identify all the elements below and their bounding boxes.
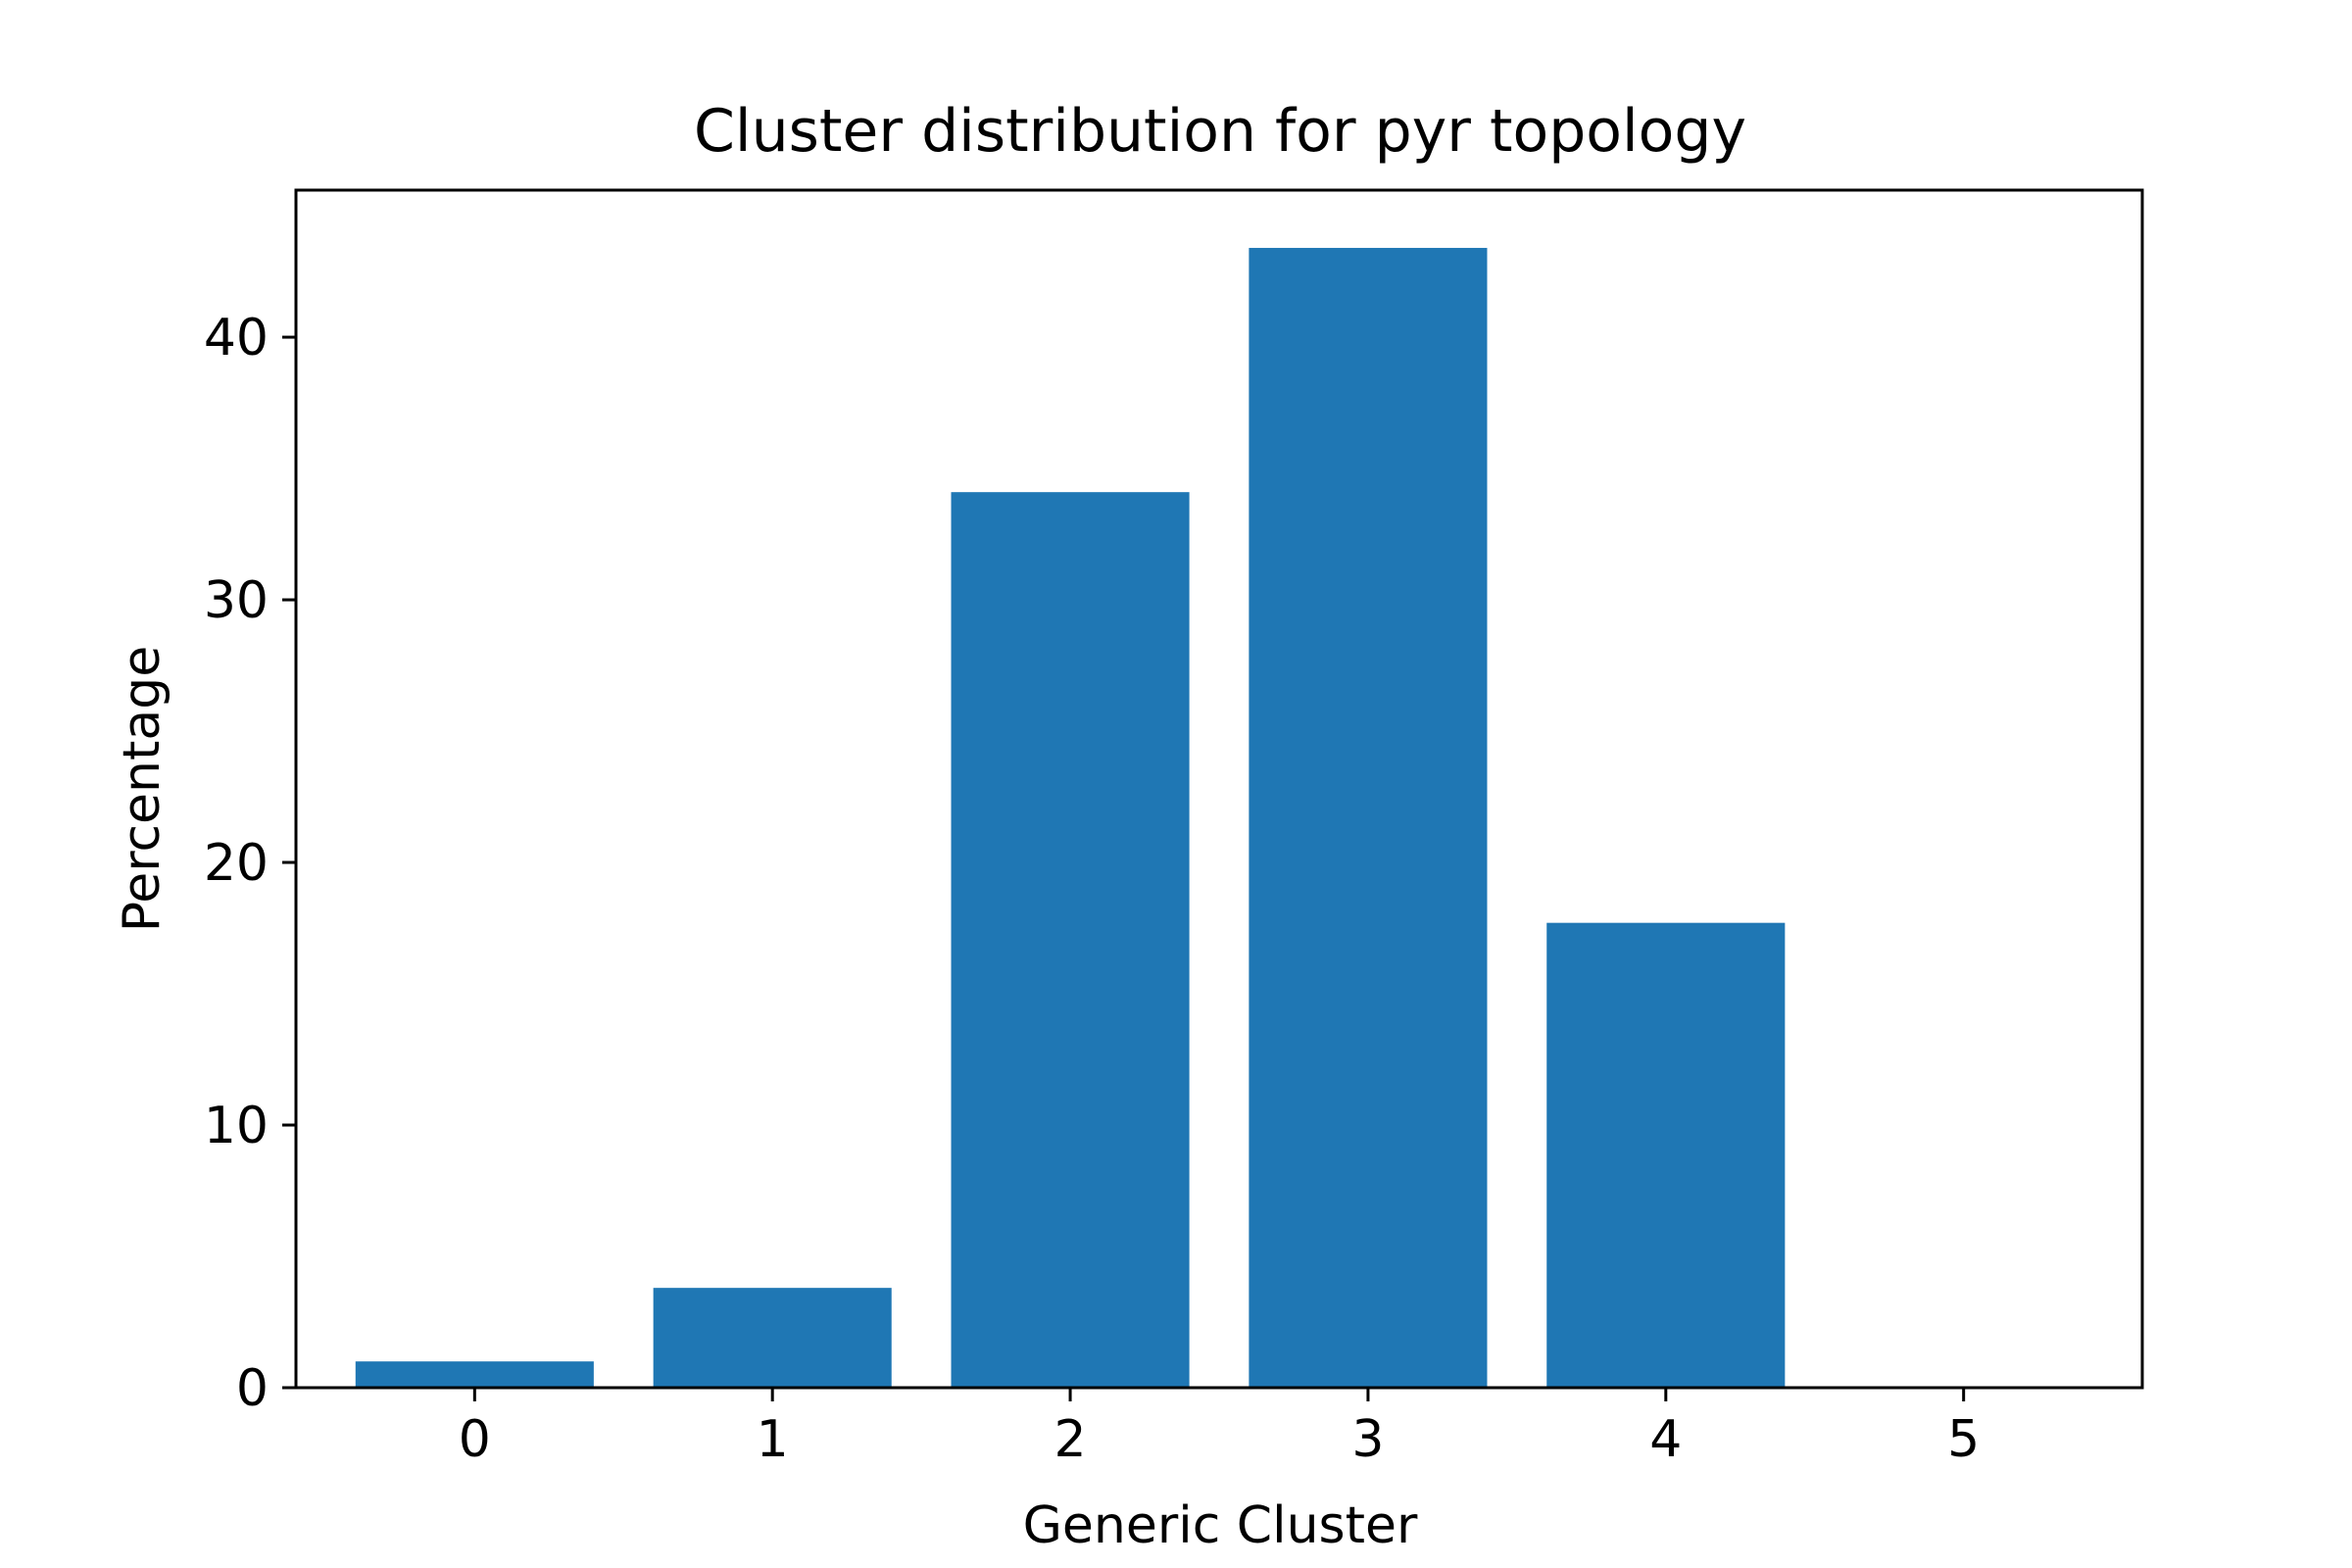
y-axis-ticks: 0 10 20 30 40 — [204, 309, 296, 1418]
y-tick-label-40: 40 — [204, 309, 269, 368]
bar-0 — [355, 1361, 594, 1388]
y-axis-label: Percentage — [113, 646, 172, 933]
x-axis-label: Generic Cluster — [1023, 1496, 1418, 1555]
y-tick-label-20: 20 — [204, 834, 269, 893]
x-tick-label-4: 4 — [1649, 1410, 1682, 1469]
x-tick-label-1: 1 — [757, 1410, 789, 1469]
y-tick-label-0: 0 — [236, 1359, 269, 1418]
chart-title: Cluster distribution for pyr topology — [694, 97, 1746, 166]
x-tick-label-2: 2 — [1054, 1410, 1087, 1469]
bars-group — [355, 247, 1786, 1388]
bar-2 — [951, 492, 1190, 1388]
x-tick-label-5: 5 — [1947, 1410, 1980, 1469]
x-axis-ticks: 0 1 2 3 4 5 — [459, 1388, 1980, 1469]
y-tick-label-10: 10 — [204, 1097, 269, 1155]
bar-1 — [653, 1288, 892, 1388]
bar-4 — [1546, 922, 1786, 1388]
x-tick-label-0: 0 — [459, 1410, 491, 1469]
y-tick-label-30: 30 — [204, 571, 269, 630]
x-tick-label-3: 3 — [1351, 1410, 1384, 1469]
bar-3 — [1249, 247, 1488, 1388]
plot-frame — [294, 188, 2144, 1390]
